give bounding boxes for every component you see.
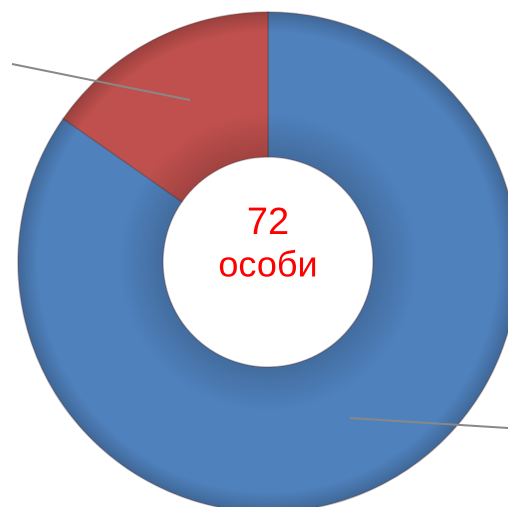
center-value: 72 — [247, 201, 289, 243]
center-unit: особи — [218, 244, 317, 285]
leader-line — [349, 417, 508, 429]
leader-line — [11, 63, 191, 101]
